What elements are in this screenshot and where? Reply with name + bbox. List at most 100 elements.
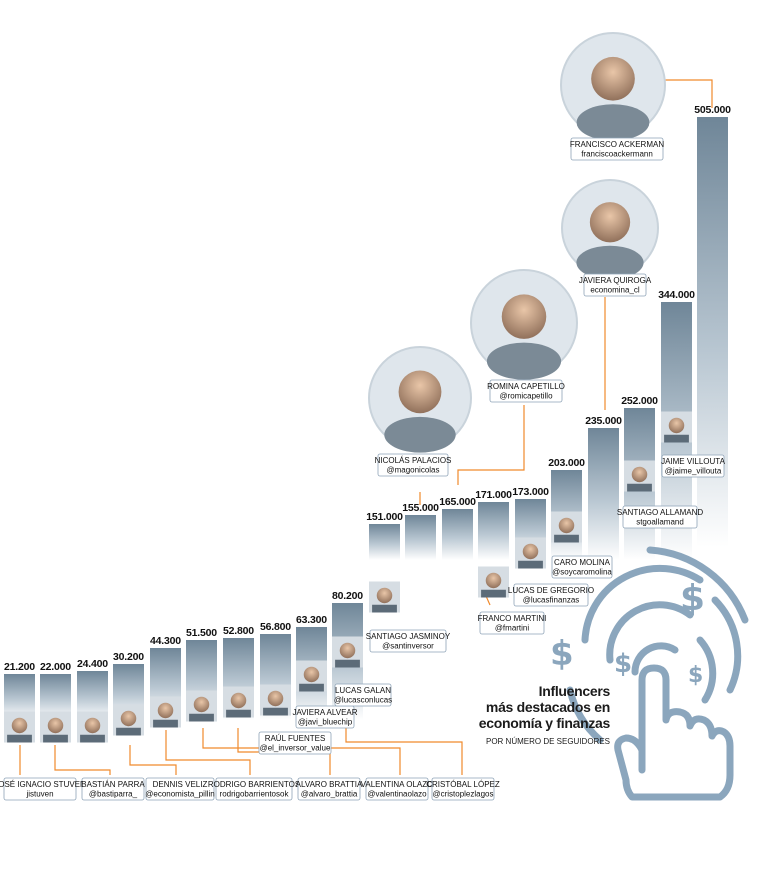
connector-line	[165, 730, 251, 775]
influencer-name: SANTIAGO JASMINOY	[366, 632, 451, 641]
bar	[369, 524, 400, 560]
influencer-label: ROMINA CAPETILLO@romicapetillo	[487, 379, 565, 403]
svg-text:$: $	[680, 578, 705, 619]
avatar	[561, 179, 659, 280]
chart-subtitle: POR NÚMERO DE SEGUIDORES	[485, 737, 610, 746]
influencer-handle: franciscoackermann	[581, 150, 653, 159]
influencer-name: NICOLÁS PALACIOS	[375, 456, 452, 465]
connector-line	[54, 745, 111, 775]
influencer-handle: @santinversor	[382, 642, 434, 651]
connector-line	[662, 79, 713, 108]
influencer-name: LUCAS GALAN	[335, 686, 391, 695]
influencer-label: JAIME VILLOUTA@jaime_villouta	[661, 454, 726, 478]
bar-value-label: 56.800	[260, 621, 291, 633]
influencer-handle: @fmartini	[495, 624, 530, 633]
influencer-name: JOSÉ IGNACIO STUVEN	[0, 780, 86, 789]
bar-value-label: 203.000	[548, 457, 585, 469]
avatar	[186, 690, 217, 722]
hand-with-dollar-signs-icon	[566, 546, 749, 744]
avatar	[478, 566, 509, 598]
connector-line	[345, 718, 463, 775]
influencer-handle: @cristoplezlagos	[432, 790, 493, 799]
influencer-handle: stgoallamand	[636, 518, 684, 527]
avatar	[40, 711, 71, 743]
bar-value-label: 52.800	[223, 625, 254, 637]
avatar	[624, 460, 655, 492]
influencer-handle: @economista_pillin	[145, 790, 215, 799]
influencer-name: FRANCO MARTINI	[478, 614, 547, 623]
avatar	[368, 346, 472, 453]
avatar	[77, 711, 108, 743]
influencer-name: JAVIERA ALVEAR	[292, 708, 357, 717]
influencer-handle: jistuven	[25, 790, 53, 799]
connector-line	[129, 745, 177, 775]
bar	[442, 509, 473, 560]
influencer-label: JAVIERA ALVEAR@javi_bluechip	[292, 705, 358, 729]
influencer-label: LUCAS DE GREGORIO@lucasfinanzas	[508, 583, 594, 607]
bar-value-label: 151.000	[366, 511, 403, 523]
dollar-sign-icon: $ $ $ $	[550, 578, 705, 688]
influencer-name: JAVIERA QUIROGA	[579, 276, 652, 285]
photos-layer	[4, 32, 692, 743]
influencer-handle: @lucasfinanzas	[523, 596, 580, 605]
bar	[405, 515, 436, 560]
bar-value-label: 173.000	[512, 486, 549, 498]
svg-text:$: $	[550, 634, 574, 674]
influencer-name: RODRIGO BARRIENTOS	[208, 780, 300, 789]
bar-value-label: 63.300	[296, 614, 327, 626]
influencer-label: LUCAS GALAN@lucasconlucas	[334, 683, 392, 707]
bar-value-label: 44.300	[150, 635, 181, 647]
avatar	[661, 411, 692, 443]
avatar	[551, 511, 582, 543]
influencer-name: BASTIÁN PARRA	[81, 780, 145, 789]
chart-title-line-2: más destacados en	[485, 699, 610, 715]
influencer-handle: @javi_bluechip	[298, 718, 353, 727]
influencer-name: DENNIS VELIZ	[153, 780, 208, 789]
influencer-name: CRISTÓBAL LÓPEZ	[426, 780, 500, 789]
bar-value-label: 252.000	[621, 395, 658, 407]
bar-value-label: 344.000	[658, 289, 695, 301]
influencer-handle: @lucasconlucas	[334, 696, 392, 705]
avatar	[223, 686, 254, 718]
bar-value-label: 505.000	[694, 104, 731, 116]
chart-title-line-1: Influencers	[538, 683, 611, 699]
bar-value-label: 155.000	[402, 502, 439, 514]
influencer-label: DENNIS VELIZ@economista_pillin	[145, 777, 215, 801]
influencer-name: JAIME VILLOUTA	[661, 457, 726, 466]
bar-value-label: 235.000	[585, 415, 622, 427]
influencer-name: ALVARO BRATTIA	[296, 780, 363, 789]
bar-value-label: 22.000	[40, 661, 71, 673]
bar-value-label: 171.000	[475, 489, 512, 501]
influencer-label: VALENTINA OLAZO@valentinaolazo	[361, 777, 434, 801]
influencer-name: SANTIAGO ALLAMAND	[617, 508, 703, 517]
influencer-label: RAÚL FUENTES@el_inversor_value	[258, 731, 332, 755]
bar-value-label: 80.200	[332, 590, 363, 602]
influencer-handle: rodrigobarrientosok	[220, 790, 290, 799]
influencer-name: ROMINA CAPETILLO	[487, 382, 565, 391]
pointing-hand-icon	[614, 664, 734, 801]
chart-title-block: Influencers más destacados en economía y…	[470, 683, 611, 746]
bar-value-label: 24.400	[77, 658, 108, 670]
avatar	[560, 32, 666, 141]
influencer-handle: @bastiparra_	[89, 790, 138, 799]
avatar	[4, 711, 35, 743]
svg-text:$: $	[688, 663, 703, 688]
influencer-label: CRISTÓBAL LÓPEZ@cristoplezlagos	[426, 777, 500, 801]
avatar	[332, 636, 363, 668]
influencer-name: RAÚL FUENTES	[265, 734, 326, 743]
influencer-label: BASTIÁN PARRA@bastiparra_	[81, 777, 145, 801]
influencer-name: VALENTINA OLAZO	[361, 780, 434, 789]
bar-value-label: 165.000	[439, 496, 476, 508]
bar-value-label: 30.200	[113, 651, 144, 663]
bar-value-label: 51.500	[186, 627, 217, 639]
bar	[697, 117, 728, 547]
influencer-handle: @valentinaolazo	[367, 790, 427, 799]
influencer-name: CARO MOLINA	[554, 558, 611, 567]
influencer-handle: @jaime_villouta	[665, 467, 722, 476]
